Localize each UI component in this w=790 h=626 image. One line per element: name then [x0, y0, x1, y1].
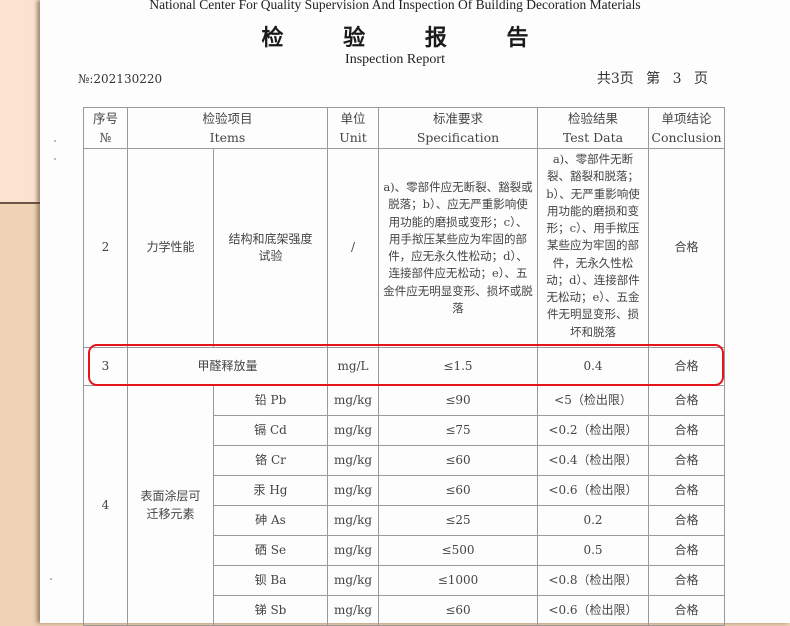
element: 铅 Pb [213, 385, 328, 416]
unit: mg/kg [327, 565, 379, 596]
specification: ≤60 [378, 475, 538, 506]
page-info: 共3页 第 3 页 [596, 71, 708, 87]
row-no: 4 [83, 385, 128, 626]
scan-speck [54, 158, 56, 160]
conclusion: 合格 [648, 505, 725, 536]
specification: ≤60 [378, 445, 538, 476]
test-data: 0.5 [537, 535, 649, 566]
specification: a)、零部件应无断裂、豁裂或脱落；b）、应无严重影响使用功能的磨损或变形；c）、… [378, 148, 538, 348]
conclusion: 合格 [648, 535, 725, 566]
col-unit: 单位 Unit [327, 107, 379, 149]
row-no: 2 [83, 148, 128, 348]
element: 钡 Ba [213, 565, 328, 596]
unit: mg/kg [327, 535, 379, 566]
element: 锑 Sb [213, 595, 328, 626]
table-row: 砷 As mg/kg ≤25 0.2 合格 [84, 505, 725, 536]
specification: ≤25 [378, 505, 538, 536]
unit: mg/kg [327, 445, 379, 476]
table-row: 锑 Sb mg/kg ≤60 <0.6（检出限） 合格 [84, 595, 725, 626]
report-subtitle: Inspection Report [345, 52, 445, 67]
table-header: 序号 № 检验项目 Items 单位 Unit 标准要求 Specification 检… [83, 107, 725, 149]
element: 镉 Cd [213, 415, 328, 446]
inspection-table: 序号 № 检验项目 Items 单位 Unit 标准要求 Specification 检… [83, 107, 725, 626]
item-name: 表面涂层可迁移元素 [127, 385, 214, 626]
scan-speck [50, 578, 52, 580]
specification: ≤60 [378, 595, 538, 626]
specification: ≤1.5 [378, 347, 538, 386]
unit: mg/kg [327, 505, 379, 536]
specification: ≤1000 [378, 565, 538, 596]
conclusion: 合格 [648, 385, 725, 416]
col-items: 检验项目 Items [127, 107, 328, 149]
table-row: 2 力学性能 结构和底架强度试验 / a)、零部件应无断裂、豁裂或脱落；b）、应… [83, 148, 725, 348]
test-data: 0.2 [537, 505, 649, 536]
col-test-data: 检验结果 Test Data [537, 107, 649, 149]
background-panel [0, 0, 40, 204]
col-no: 序号 № [83, 107, 128, 149]
element: 砷 As [213, 505, 328, 536]
col-conclusion: 单项结论 Conclusion [648, 107, 725, 149]
unit: mg/kg [327, 415, 379, 446]
conclusion: 合格 [648, 148, 725, 348]
conclusion: 合格 [648, 475, 725, 506]
element: 铬 Cr [213, 445, 328, 476]
unit: mg/kg [327, 385, 379, 416]
table-row: 硒 Se mg/kg ≤500 0.5 合格 [84, 535, 725, 566]
test-data: <0.2（检出限） [537, 415, 649, 446]
report-number: №:202130220 [78, 72, 163, 86]
conclusion: 合格 [648, 595, 725, 626]
highlight-box [88, 344, 724, 386]
test-data: <0.6（检出限） [537, 595, 649, 626]
unit: / [327, 148, 379, 348]
test-data: <0.8（检出限） [537, 565, 649, 596]
item-name: 力学性能 [127, 148, 214, 348]
test-data: a)、零部件无断裂、豁裂和脱落；b）、无严重影响使用功能的磨损和变形；c）、用手… [537, 148, 649, 348]
item-name: 甲醛释放量 [127, 347, 328, 386]
table-row: 钡 Ba mg/kg ≤1000 <0.8（检出限） 合格 [84, 565, 725, 596]
organization-name: National Center For Quality Supervision … [149, 0, 641, 12]
subitem-name: 结构和底架强度试验 [213, 148, 328, 348]
unit: mg/L [327, 347, 379, 386]
conclusion: 合格 [648, 565, 725, 596]
element: 硒 Se [213, 535, 328, 566]
unit: mg/kg [327, 595, 379, 626]
test-data: <0.4（检出限） [537, 445, 649, 476]
specification: ≤75 [378, 415, 538, 446]
test-data: <0.6（检出限） [537, 475, 649, 506]
report-title: 检 验 报 告 [261, 25, 555, 51]
col-spec: 标准要求 Specification [378, 107, 538, 149]
test-data: <5（检出限） [537, 385, 649, 416]
table-row: 4 表面涂层可迁移元素铅 Pb mg/kg ≤90 <5（检出限） 合格 [83, 385, 725, 626]
specification: ≤90 [378, 385, 538, 416]
element: 汞 Hg [213, 475, 328, 506]
conclusion: 合格 [648, 445, 725, 476]
specification: ≤500 [378, 535, 538, 566]
table-row: 铬 Cr mg/kg ≤60 <0.4（检出限） 合格 [84, 445, 725, 476]
scan-speck [54, 140, 56, 142]
unit: mg/kg [327, 475, 379, 506]
conclusion: 合格 [648, 415, 725, 446]
